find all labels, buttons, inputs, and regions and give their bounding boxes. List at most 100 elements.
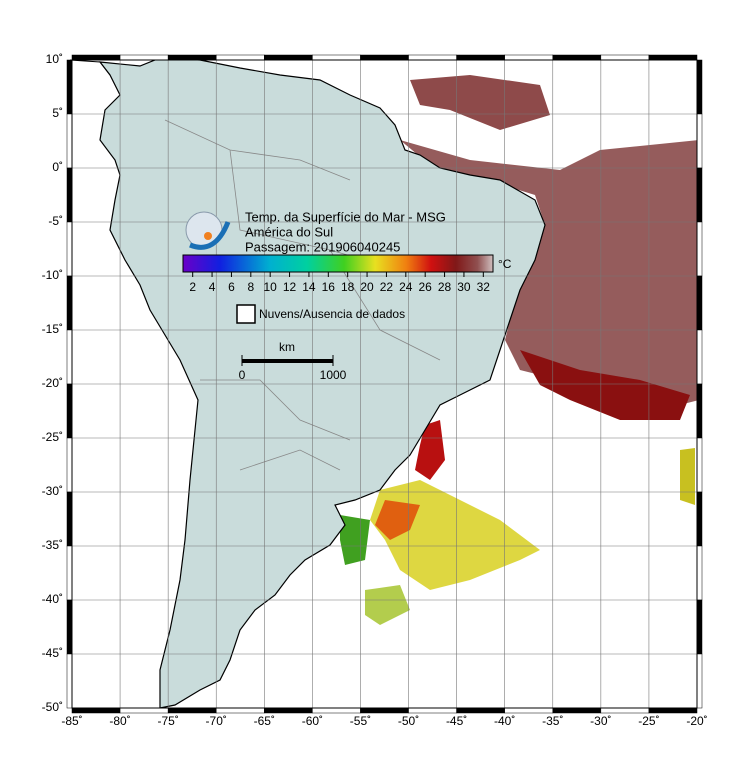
frame-segment <box>696 491 703 547</box>
cloud-swatch <box>236 304 256 324</box>
y-tick-label: -20˚ <box>42 376 63 390</box>
frame-segment <box>66 221 73 277</box>
y-tick-label: 5˚ <box>52 106 63 120</box>
frame-segment <box>504 54 554 61</box>
colorbar-tick-label: 18 <box>341 280 355 294</box>
frame-segment <box>696 275 703 331</box>
x-tick-label: -65˚ <box>254 714 275 728</box>
frame-segment <box>66 653 73 709</box>
frame-segment <box>552 54 602 61</box>
y-tick-label: 0˚ <box>52 160 63 174</box>
frame-segment <box>696 653 703 709</box>
y-tick-label: -10˚ <box>42 268 63 282</box>
frame-segment <box>66 59 73 115</box>
frame-segment <box>360 707 409 714</box>
continent <box>98 57 546 709</box>
legend-title: Passagem: 201906040245 <box>245 239 400 254</box>
colorbar-unit: °C <box>498 257 512 271</box>
frame-segment <box>696 437 703 493</box>
map-frame <box>71 59 698 709</box>
logo-dot <box>204 232 212 240</box>
x-tick-label: -85˚ <box>61 714 82 728</box>
logo-arrow <box>189 221 231 250</box>
frame-segment <box>360 54 409 61</box>
sst-patch <box>520 350 690 420</box>
y-tick-label: -25˚ <box>42 430 63 444</box>
frame-segment <box>696 329 703 385</box>
frame-segment <box>66 545 73 601</box>
grid <box>66 54 703 714</box>
colorbar-tick-label: 20 <box>360 280 374 294</box>
frame-segment <box>66 167 73 223</box>
colorbar-tick-label: 4 <box>209 280 216 294</box>
colorbar-tick-label: 6 <box>228 280 235 294</box>
legend-title: Temp. da Superfície do Mar - MSG <box>245 209 446 224</box>
frame-segment <box>456 54 505 61</box>
sst-patch <box>400 140 699 410</box>
y-tick-label: -45˚ <box>42 646 63 660</box>
x-tick-label: -35˚ <box>542 714 563 728</box>
frame-segment <box>696 599 703 655</box>
colorbar-tick-label: 2 <box>189 280 196 294</box>
frame-segment <box>167 707 217 714</box>
colorbar-tick-label: 24 <box>399 280 413 294</box>
frame-segment <box>66 329 73 385</box>
x-tick-label: -25˚ <box>638 714 659 728</box>
frame-segment <box>456 707 505 714</box>
frame-segment <box>408 54 457 61</box>
frame-segment <box>696 113 703 169</box>
frame-segment <box>264 707 313 714</box>
colorbar-tick-label: 32 <box>477 280 491 294</box>
sst-data <box>340 75 699 625</box>
frame-segment <box>648 54 698 61</box>
frame-segment <box>600 707 650 714</box>
y-tick-label: 10˚ <box>46 52 63 66</box>
coastline <box>69 59 111 76</box>
x-tick-label: -70˚ <box>206 714 227 728</box>
colorbar-tick-label: 28 <box>438 280 452 294</box>
x-tick-label: -45˚ <box>446 714 467 728</box>
x-tick-label: -80˚ <box>109 714 130 728</box>
frame-segment <box>312 54 361 61</box>
sst-patch <box>340 515 370 565</box>
frame-segment <box>119 54 169 61</box>
legend: Temp. da Superfície do Mar - MSG América… <box>182 209 512 382</box>
frame-segment <box>215 707 265 714</box>
frame-segment <box>552 707 602 714</box>
y-tick-label: -30˚ <box>42 484 63 498</box>
colorbar-tick-label: 14 <box>302 280 316 294</box>
y-tick-label: -40˚ <box>42 592 63 606</box>
sst-patch <box>680 448 695 505</box>
x-tick-label: -40˚ <box>494 714 515 728</box>
x-tick-label: -50˚ <box>398 714 419 728</box>
frame-segment <box>312 707 361 714</box>
x-tick-label: -30˚ <box>590 714 611 728</box>
frame-segment <box>600 54 650 61</box>
frame-segment <box>696 59 703 115</box>
x-tick-label: -60˚ <box>302 714 323 728</box>
colorbar-tick-label: 30 <box>457 280 471 294</box>
frame-segment <box>696 221 703 277</box>
scale-unit: km <box>279 340 295 354</box>
y-tick-label: -5˚ <box>48 214 63 228</box>
sst-patch <box>410 75 550 130</box>
frame-segment <box>696 545 703 601</box>
cloud-label: Nuvens/Ausencia de dados <box>259 307 405 321</box>
frame-segment <box>648 707 698 714</box>
frame-segment <box>696 383 703 439</box>
colorbar <box>182 254 494 273</box>
colorbar-tick-label: 12 <box>283 280 297 294</box>
legend-title: América do Sul <box>245 224 333 239</box>
frame-segment <box>66 113 73 169</box>
frame-segment <box>71 707 121 714</box>
x-tick-label: -20˚ <box>686 714 707 728</box>
frame-segment <box>696 167 703 223</box>
scale-tick-label: 1000 <box>320 368 347 382</box>
x-tick-label: -55˚ <box>350 714 371 728</box>
frame-segment <box>66 383 73 439</box>
colorbar-tick-label: 16 <box>322 280 336 294</box>
colorbar-tick-label: 10 <box>264 280 278 294</box>
y-tick-label: -15˚ <box>42 322 63 336</box>
